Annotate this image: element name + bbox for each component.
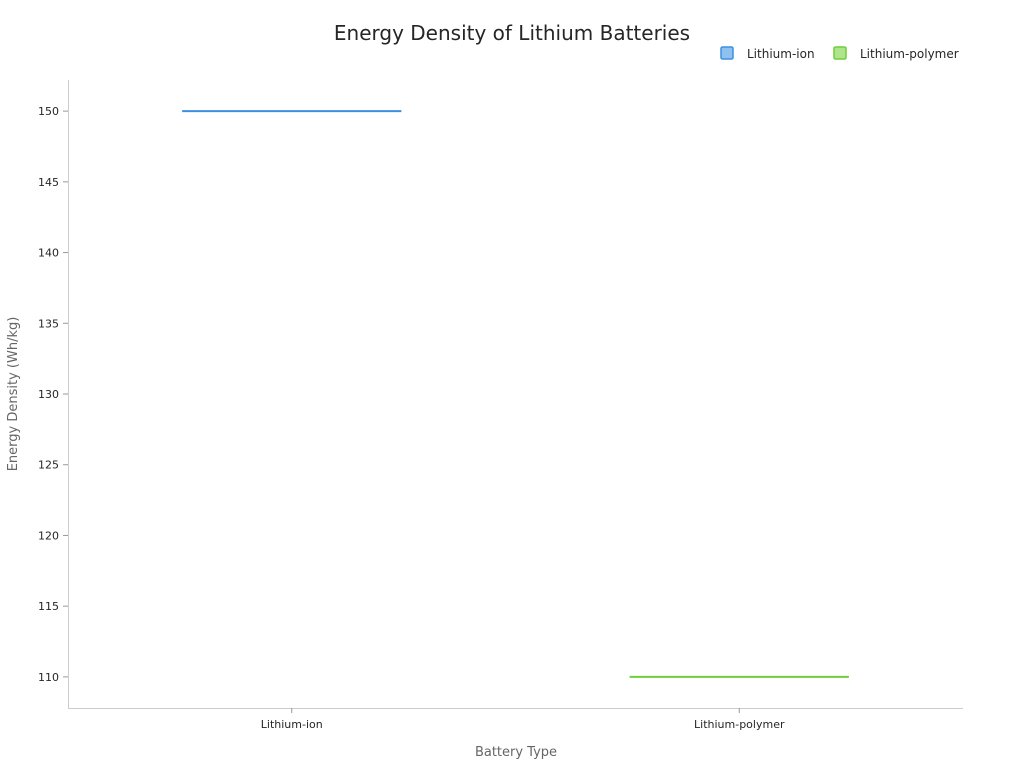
y-tick-label: 130 xyxy=(38,388,59,401)
x-axis-label: Battery Type xyxy=(475,745,557,760)
legend-label: Lithium-polymer xyxy=(860,47,959,61)
y-axis-ticks: 110 115 120 125 130 135 140 145 150 xyxy=(38,105,68,684)
y-axis-label: Energy Density (Wh/kg) xyxy=(6,317,21,472)
legend: Lithium-ion Lithium-polymer xyxy=(720,46,959,61)
y-tick-label: 135 xyxy=(38,317,59,330)
y-tick-label: 115 xyxy=(38,600,59,613)
chart-title: Energy Density of Lithium Batteries xyxy=(334,21,690,45)
y-tick-label: 145 xyxy=(38,176,59,189)
x-tick-label: Lithium-polymer xyxy=(694,718,785,731)
legend-swatch xyxy=(720,46,734,60)
y-tick-label: 110 xyxy=(38,671,59,684)
y-tick-label: 120 xyxy=(38,529,59,542)
x-axis-ticks: Lithium-ion Lithium-polymer xyxy=(261,708,785,731)
y-tick-label: 125 xyxy=(38,459,59,472)
x-tick-label: Lithium-ion xyxy=(261,718,323,731)
legend-label: Lithium-ion xyxy=(747,47,815,61)
y-tick-label: 150 xyxy=(38,105,59,118)
plot-area xyxy=(182,110,849,678)
legend-swatch xyxy=(833,46,847,60)
y-tick-label: 140 xyxy=(38,247,59,260)
